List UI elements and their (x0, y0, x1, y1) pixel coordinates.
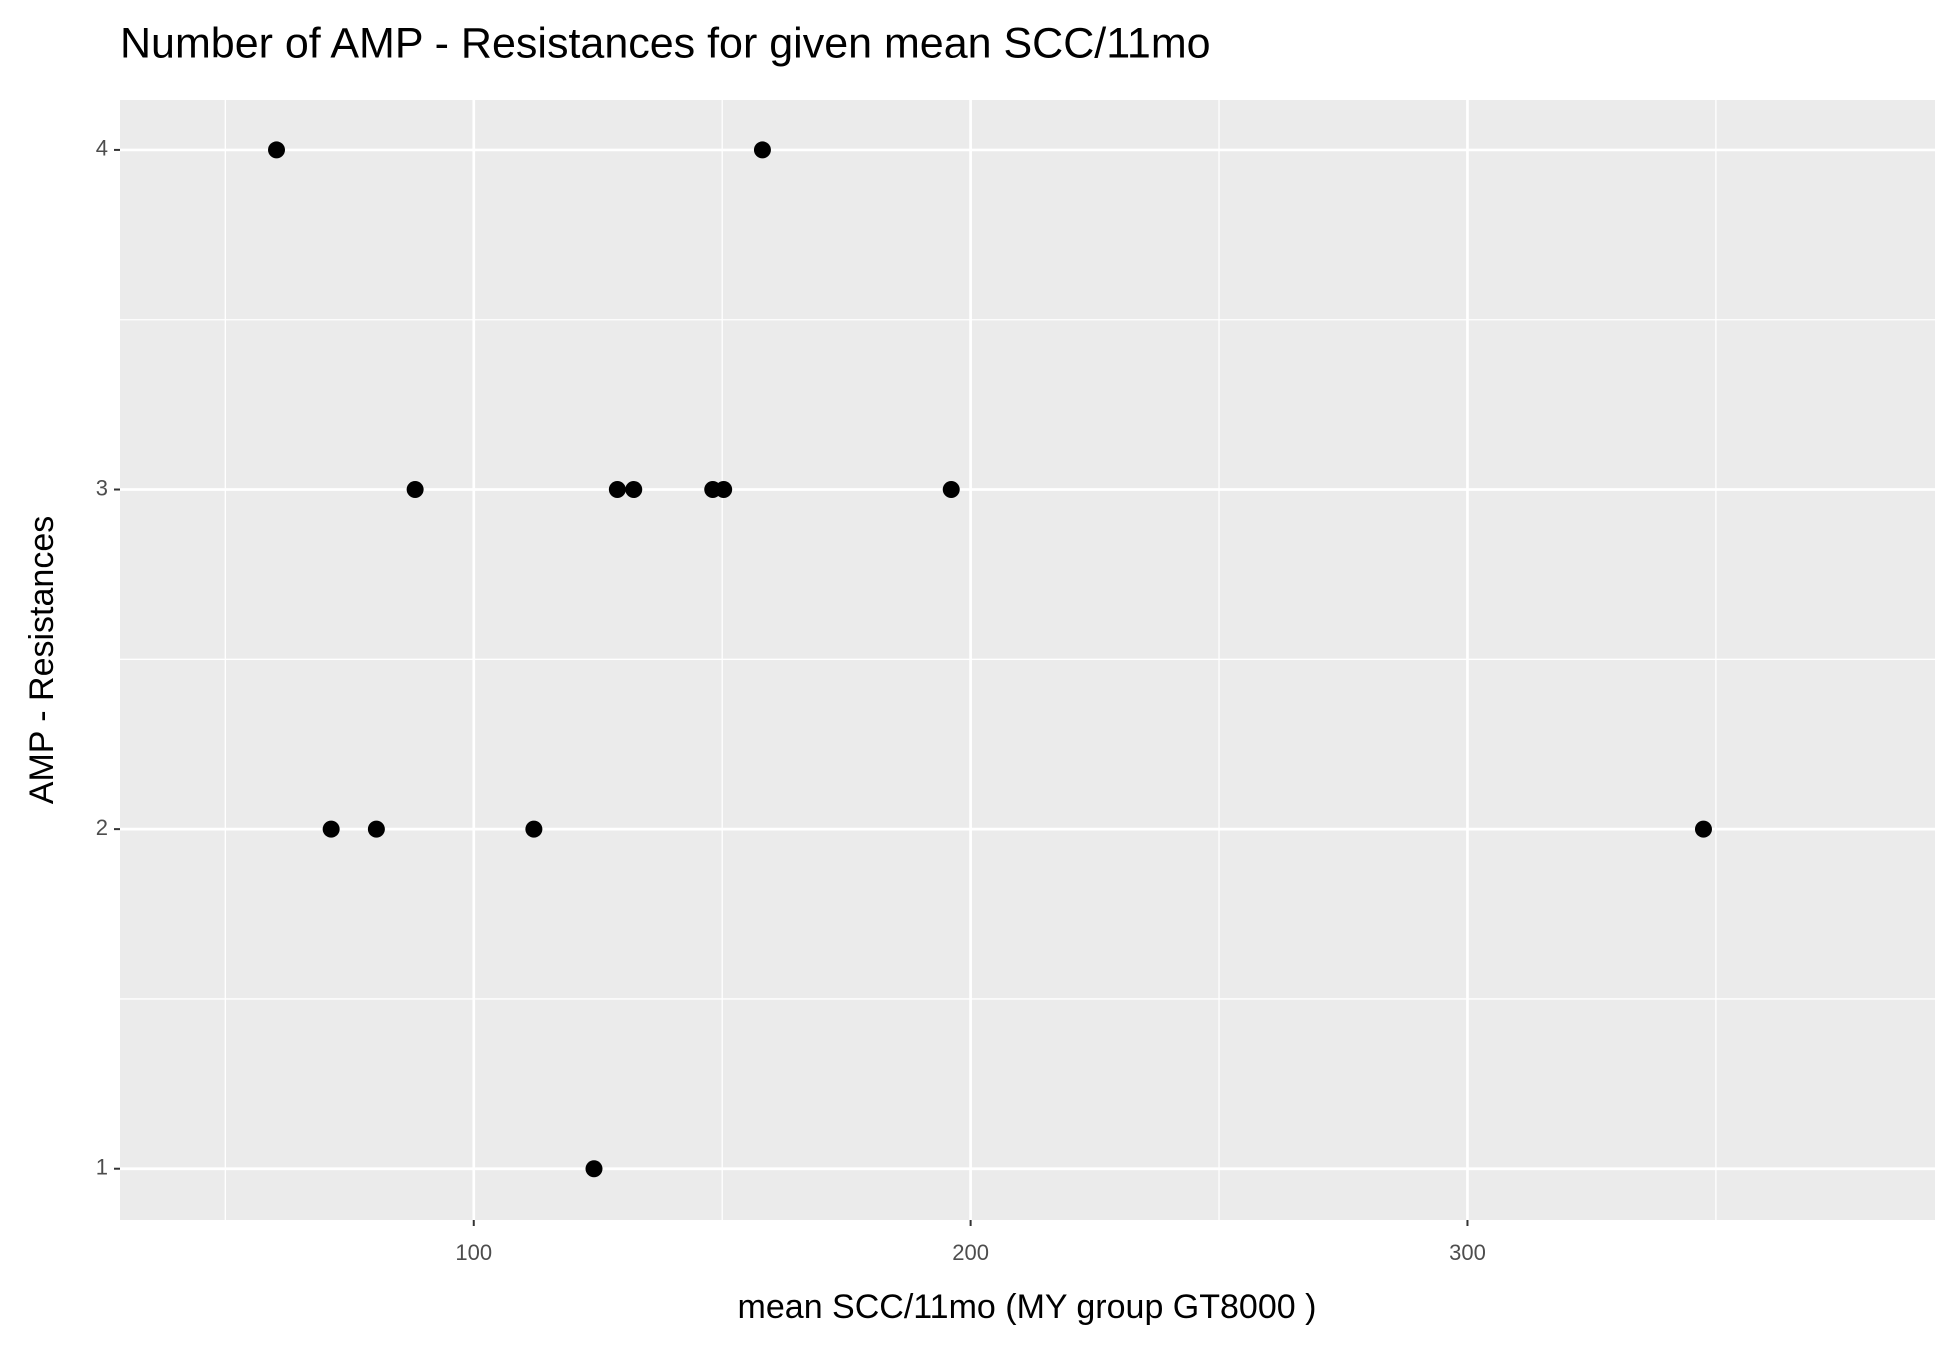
point (625, 481, 643, 499)
point (322, 820, 340, 838)
x-tick-label: 300 (1449, 1240, 1486, 1265)
point (585, 1160, 603, 1178)
y-tick-label: 1 (96, 1155, 108, 1180)
x-tick-label: 100 (455, 1240, 492, 1265)
point (753, 141, 771, 159)
point (715, 481, 733, 499)
y-tick-label: 4 (96, 136, 108, 161)
y-axis-title: AMP - Resistances (23, 516, 61, 804)
x-tick-label: 200 (952, 1240, 989, 1265)
chart-title: Number of AMP - Resistances for given me… (120, 19, 1211, 67)
y-tick-label: 2 (96, 815, 108, 840)
x-axis-title: mean SCC/11mo (MY group GT8000 ) (738, 1288, 1317, 1326)
point (525, 820, 543, 838)
point (406, 481, 424, 499)
point (942, 481, 960, 499)
point (268, 141, 286, 159)
y-tick-label: 3 (96, 475, 108, 500)
panel (120, 100, 1935, 1220)
point (367, 820, 385, 838)
point (1694, 820, 1712, 838)
point (608, 481, 626, 499)
